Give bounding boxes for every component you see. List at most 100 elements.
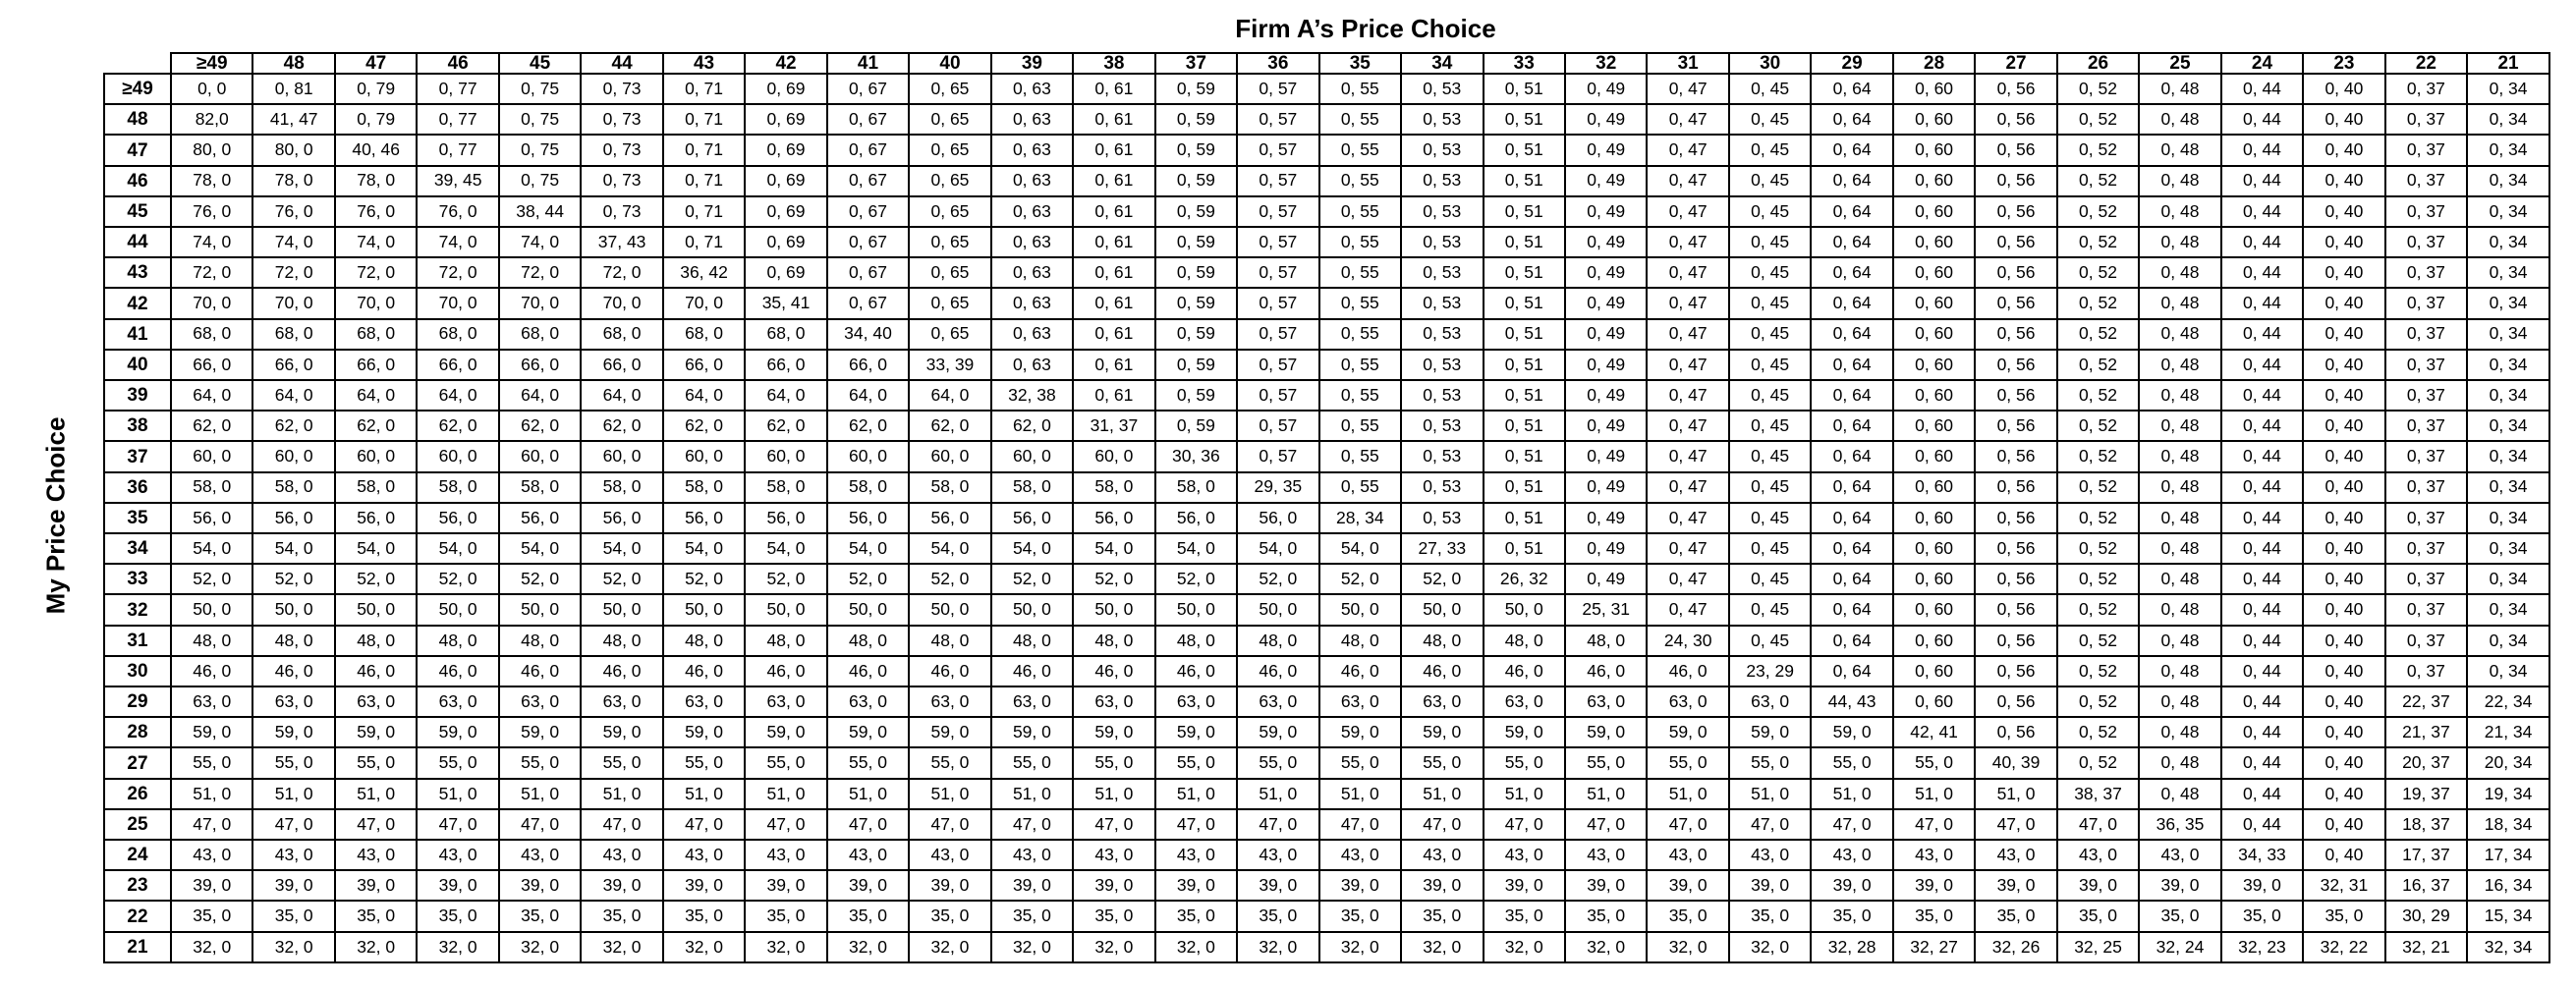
payoff-cell: 54, 0 — [580, 532, 664, 566]
payoff-cell: 0, 40 — [2302, 348, 2386, 382]
payoff-cell: 54, 0 — [333, 532, 419, 566]
payoff-cell: 58, 0 — [252, 470, 336, 504]
payoff-cell: 0, 40 — [2302, 501, 2386, 535]
payoff-cell: 51, 0 — [1153, 777, 1239, 810]
payoff-cell: 0, 45 — [1727, 624, 1813, 657]
payoff-cell: 0, 60 — [1891, 164, 1977, 197]
payoff-cell: 22, 37 — [2383, 686, 2469, 719]
payoff-cell: 0, 65 — [908, 72, 992, 106]
payoff-cell: 66, 0 — [252, 348, 336, 382]
payoff-cell: 0, 44 — [2219, 807, 2305, 842]
payoff-cell: 40, 46 — [333, 134, 419, 167]
payoff-cell: 0, 60 — [1891, 348, 1977, 382]
column-header: 34 — [1400, 52, 1484, 75]
payoff-cell: 0, 45 — [1727, 287, 1813, 320]
payoff-cell: 30, 29 — [2383, 900, 2469, 933]
payoff-cell: 0, 64 — [1810, 317, 1894, 351]
payoff-cell: 0, 34 — [2466, 287, 2550, 320]
payoff-cell: 18, 34 — [2466, 807, 2550, 842]
payoff-cell: 35, 0 — [1482, 900, 1566, 933]
payoff-cell: 0, 45 — [1727, 103, 1813, 137]
payoff-cell: 52, 0 — [1072, 563, 1156, 596]
payoff-cell: 32, 27 — [1891, 930, 1977, 964]
payoff-cell: 46, 0 — [744, 654, 828, 688]
payoff-cell: 0, 45 — [1727, 410, 1813, 443]
payoff-cell: 0, 51 — [1482, 379, 1566, 412]
payoff-cell: 0, 51 — [1482, 348, 1566, 382]
payoff-cell: 46, 0 — [1153, 654, 1239, 688]
payoff-cell: 0, 53 — [1400, 379, 1484, 412]
payoff-cell: 0, 37 — [2383, 410, 2469, 443]
payoff-cell: 68, 0 — [497, 317, 583, 351]
payoff-cell: 43, 0 — [333, 839, 419, 872]
payoff-cell: 32, 0 — [1482, 930, 1566, 964]
payoff-cell: 0, 65 — [908, 226, 992, 259]
payoff-cell: 0, 61 — [1072, 379, 1156, 412]
payoff-cell: 0, 71 — [661, 134, 747, 167]
payoff-cell: 0, 52 — [2055, 348, 2141, 382]
payoff-cell: 32, 34 — [2466, 930, 2550, 964]
payoff-cell: 0, 56 — [1974, 103, 2058, 137]
payoff-cell: 0, 49 — [1563, 348, 1649, 382]
payoff-cell: 59, 0 — [252, 716, 336, 749]
payoff-cell: 51, 0 — [333, 777, 419, 810]
payoff-cell: 56, 0 — [825, 501, 911, 535]
payoff-cell: 38, 44 — [497, 194, 583, 229]
payoff-cell: 59, 0 — [416, 716, 500, 749]
payoff-cell: 21, 37 — [2383, 716, 2469, 749]
payoff-cell: 52, 0 — [580, 563, 664, 596]
payoff-cell: 27, 33 — [1400, 532, 1484, 566]
payoff-cell: 0, 64 — [1810, 624, 1894, 657]
payoff-cell: 0, 63 — [989, 164, 1075, 197]
column-header: 24 — [2219, 52, 2305, 75]
payoff-cell: 43, 0 — [497, 839, 583, 872]
column-header: 22 — [2383, 52, 2469, 75]
payoff-cell: 0, 45 — [1727, 164, 1813, 197]
payoff-cell: 0, 63 — [989, 256, 1075, 290]
payoff-cell: 35, 0 — [1810, 900, 1894, 933]
payoff-cell: 51, 0 — [1317, 777, 1403, 810]
payoff-cell: 51, 0 — [908, 777, 992, 810]
payoff-cell: 47, 0 — [908, 807, 992, 842]
payoff-cell: 48, 0 — [1400, 624, 1484, 657]
payoff-cell: 0, 59 — [1153, 164, 1239, 197]
payoff-cell: 0, 53 — [1400, 194, 1484, 229]
payoff-cell: 0, 40 — [2302, 317, 2386, 351]
payoff-cell: 0, 49 — [1563, 470, 1649, 504]
payoff-cell: 29, 35 — [1236, 470, 1320, 504]
payoff-cell: 0, 69 — [744, 103, 828, 137]
payoff-cell: 39, 0 — [580, 869, 664, 903]
payoff-cell: 0, 64 — [1810, 103, 1894, 137]
payoff-cell: 63, 0 — [744, 686, 828, 719]
payoff-cell: 0, 49 — [1563, 532, 1649, 566]
payoff-cell: 0, 37 — [2383, 287, 2469, 320]
payoff-cell: 0, 77 — [416, 103, 500, 137]
payoff-cell: 0, 47 — [1646, 134, 1730, 167]
table-row: 28 59, 0 59, 0 59, 0 59, 0 59, 0 59, 0 59, 0 59,… — [103, 716, 2550, 749]
payoff-cell: 51, 0 — [1646, 777, 1730, 810]
payoff-cell: 46, 0 — [252, 654, 336, 688]
payoff-cell: 72, 0 — [252, 256, 336, 290]
payoff-cell: 63, 0 — [169, 686, 254, 719]
payoff-cell: 0, 49 — [1563, 164, 1649, 197]
payoff-cell: 0, 34 — [2466, 103, 2550, 137]
row-header: 36 — [103, 470, 172, 504]
payoff-cell: 0, 71 — [661, 226, 747, 259]
payoff-cell: 48, 0 — [825, 624, 911, 657]
payoff-cell: 0, 56 — [1974, 164, 2058, 197]
payoff-cell: 0, 61 — [1072, 164, 1156, 197]
payoff-cell: 0, 60 — [1891, 624, 1977, 657]
payoff-cell: 58, 0 — [580, 470, 664, 504]
payoff-cell: 43, 0 — [580, 839, 664, 872]
payoff-cell: 0, 52 — [2055, 379, 2141, 412]
column-axis-title: Firm A’s Price Choice — [1235, 14, 1496, 43]
payoff-cell: 48, 0 — [333, 624, 419, 657]
payoff-cell: 0, 52 — [2055, 532, 2141, 566]
payoff-cell: 0, 51 — [1482, 501, 1566, 535]
payoff-cell: 0, 77 — [416, 72, 500, 106]
payoff-cell: 47, 0 — [1810, 807, 1894, 842]
payoff-cell: 59, 0 — [1400, 716, 1484, 749]
table-row: 47 80, 0 80, 0 40, 46 0, 77 0, 75 0, 73 0, 71 0,… — [103, 134, 2550, 167]
payoff-cell: 0, 55 — [1317, 287, 1403, 320]
payoff-cell: 43, 0 — [1727, 839, 1813, 872]
